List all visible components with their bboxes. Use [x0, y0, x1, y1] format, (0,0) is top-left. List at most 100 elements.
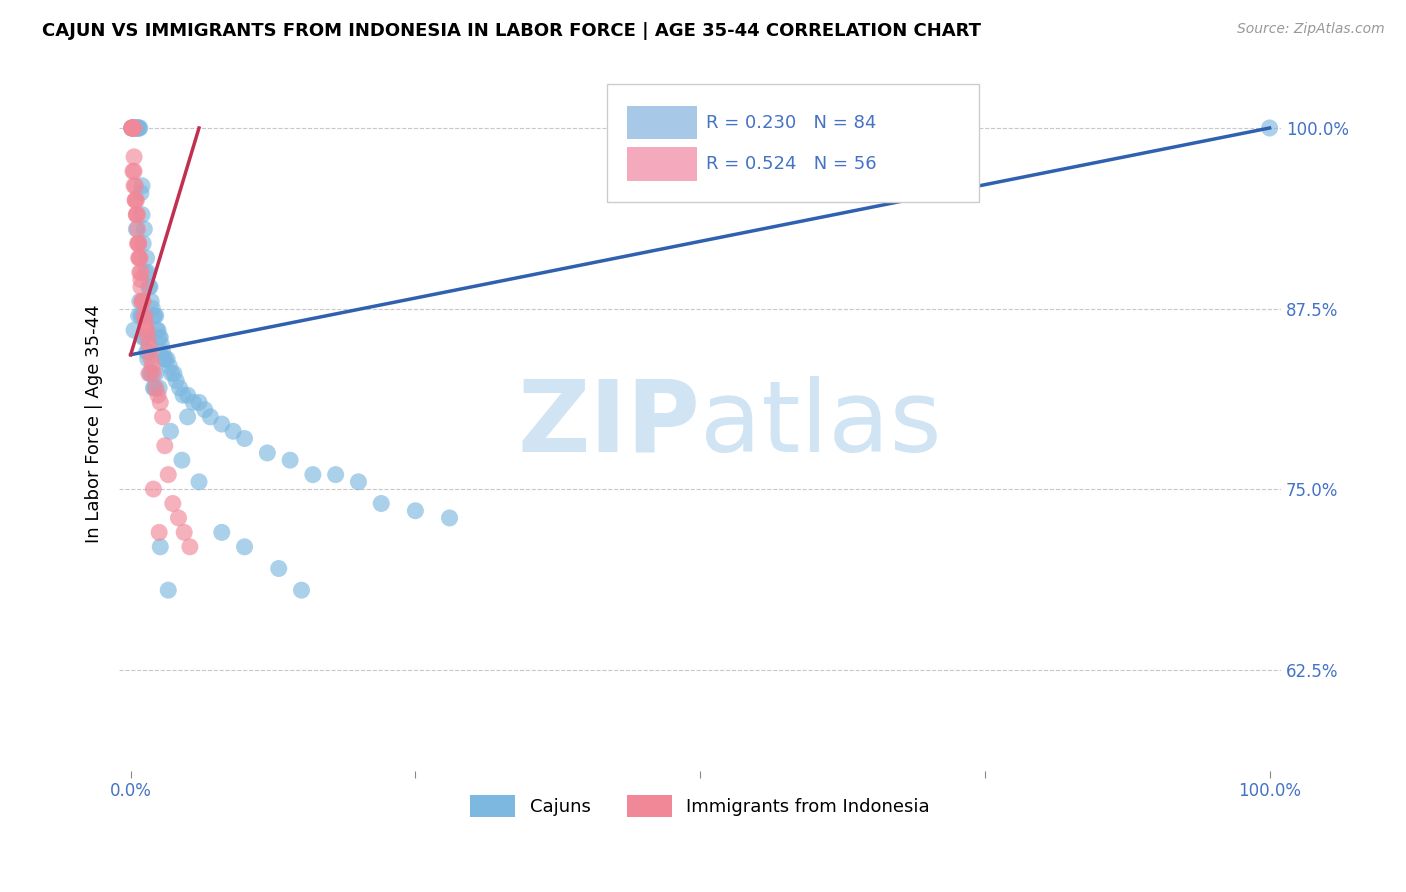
Point	[124, 193, 146, 207]
Point	[129, 272, 152, 286]
Text: CAJUN VS IMMIGRANTS FROM INDONESIA IN LABOR FORCE | AGE 35-44 CORRELATION CHART: CAJUN VS IMMIGRANTS FROM INDONESIA IN LA…	[42, 22, 981, 40]
Text: ZIP: ZIP	[517, 376, 700, 473]
Point	[128, 120, 150, 135]
Point	[132, 330, 155, 344]
Point	[179, 540, 201, 554]
Point	[325, 467, 347, 482]
Point	[172, 388, 194, 402]
Point	[233, 432, 256, 446]
Point	[125, 222, 148, 236]
Point	[134, 316, 156, 330]
Point	[128, 251, 150, 265]
Point	[194, 402, 217, 417]
Point	[160, 367, 183, 381]
Point	[134, 265, 156, 279]
Point	[131, 208, 153, 222]
Point	[132, 236, 155, 251]
Point	[1258, 120, 1281, 135]
Point	[124, 178, 146, 193]
Point	[131, 294, 153, 309]
Point	[122, 164, 145, 178]
Point	[135, 323, 157, 337]
Point	[211, 417, 233, 431]
Point	[128, 294, 150, 309]
Point	[122, 178, 145, 193]
Point	[167, 511, 190, 525]
Point	[170, 453, 193, 467]
Point	[135, 251, 157, 265]
Point	[121, 120, 143, 135]
Point	[267, 561, 290, 575]
Point	[122, 120, 145, 135]
Point	[188, 395, 211, 409]
Point	[152, 344, 174, 359]
FancyBboxPatch shape	[627, 106, 696, 139]
Point	[153, 352, 176, 367]
Point	[129, 186, 152, 200]
Point	[128, 309, 150, 323]
Point	[439, 511, 461, 525]
Point	[131, 178, 153, 193]
Point	[256, 446, 278, 460]
Point	[131, 294, 153, 309]
Point	[122, 120, 145, 135]
Point	[128, 251, 150, 265]
Point	[162, 496, 184, 510]
Point	[211, 525, 233, 540]
Point	[128, 236, 150, 251]
FancyBboxPatch shape	[627, 147, 696, 181]
Point	[127, 120, 149, 135]
Point	[150, 337, 173, 351]
Point	[129, 309, 152, 323]
Point	[138, 337, 160, 351]
Point	[127, 120, 149, 135]
Point	[142, 381, 165, 395]
Point	[157, 583, 180, 598]
Point	[165, 374, 187, 388]
Point	[146, 323, 169, 337]
Point	[200, 409, 222, 424]
Point	[290, 583, 312, 598]
Point	[134, 330, 156, 344]
Point	[128, 120, 150, 135]
Point	[145, 367, 167, 381]
Point	[153, 352, 176, 367]
Point	[146, 323, 169, 337]
Point	[134, 309, 156, 323]
Point	[145, 309, 167, 323]
Point	[143, 381, 166, 395]
Point	[148, 330, 170, 344]
Y-axis label: In Labor Force | Age 35-44: In Labor Force | Age 35-44	[86, 305, 103, 543]
Point	[132, 294, 155, 309]
Point	[122, 323, 145, 337]
Legend: Cajuns, Immigrants from Indonesia: Cajuns, Immigrants from Indonesia	[463, 788, 938, 824]
Point	[142, 367, 165, 381]
Point	[122, 150, 145, 164]
Point	[128, 236, 150, 251]
Point	[153, 439, 176, 453]
Point	[145, 381, 167, 395]
Point	[121, 120, 143, 135]
Point	[222, 425, 245, 439]
Point	[233, 540, 256, 554]
Point	[156, 352, 179, 367]
Point	[136, 344, 159, 359]
Point	[134, 309, 156, 323]
Point	[121, 120, 143, 135]
Point	[125, 193, 148, 207]
Point	[404, 504, 426, 518]
Point	[347, 475, 370, 489]
Point	[129, 280, 152, 294]
Point	[134, 222, 156, 236]
Point	[141, 352, 163, 367]
Point	[122, 120, 145, 135]
Point	[121, 120, 143, 135]
Point	[125, 208, 148, 222]
Point	[125, 120, 148, 135]
Point	[124, 120, 146, 135]
Point	[127, 236, 149, 251]
Point	[152, 409, 174, 424]
Text: Source: ZipAtlas.com: Source: ZipAtlas.com	[1237, 22, 1385, 37]
Point	[302, 467, 325, 482]
Point	[278, 453, 301, 467]
